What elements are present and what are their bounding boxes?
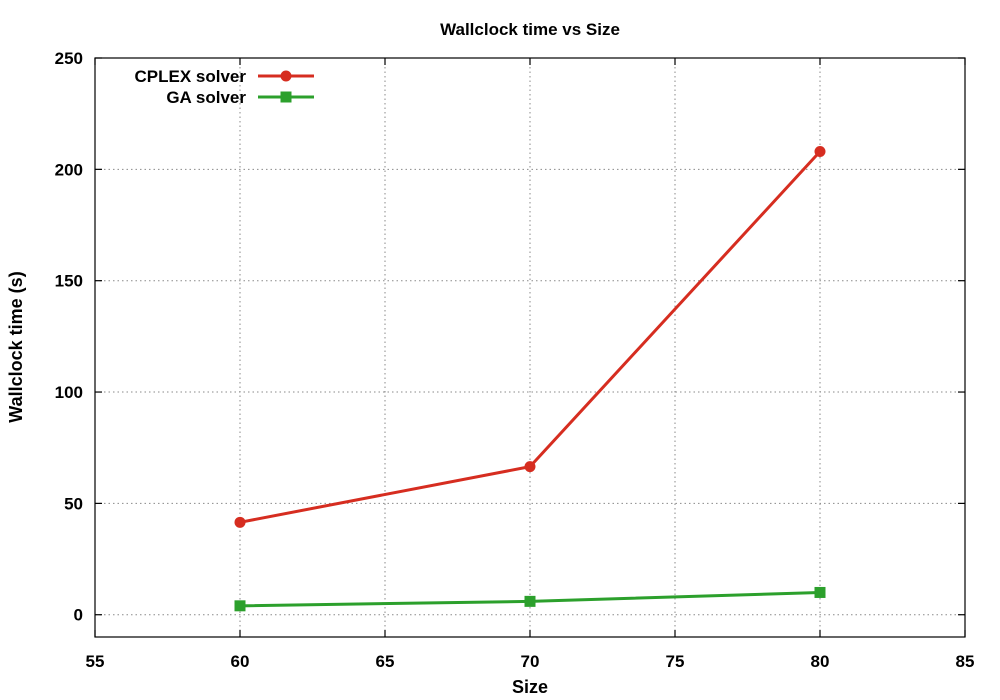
chart-title: Wallclock time vs Size [440,20,620,39]
data-point [814,586,826,598]
x-tick-label: 80 [811,652,830,671]
x-tick-label: 65 [376,652,395,671]
y-axis-label: Wallclock time (s) [6,271,26,422]
data-point [234,600,246,612]
legend-marker [280,70,292,82]
legend-marker [280,91,292,103]
y-tick-label: 0 [74,606,83,625]
data-point [524,595,536,607]
x-tick-label: 55 [86,652,105,671]
x-axis-label: Size [512,677,548,697]
series-0 [234,146,826,528]
grid-lines [95,58,965,637]
x-tick-label: 70 [521,652,540,671]
x-axis-ticks: 55 60 65 70 75 80 85 [86,58,975,671]
y-tick-label: 250 [55,49,83,68]
data-point [524,461,536,473]
y-tick-label: 50 [64,494,83,513]
data-point [814,146,826,158]
x-tick-label: 85 [956,652,975,671]
series-1 [234,586,826,612]
data-series [234,146,826,612]
y-axis-ticks: 0 50 100 150 200 250 [55,49,965,625]
y-tick-label: 200 [55,160,83,179]
x-tick-label: 75 [666,652,685,671]
y-tick-label: 100 [55,383,83,402]
x-tick-label: 60 [231,652,250,671]
legend: CPLEX solver GA solver [135,67,314,107]
legend-label: CPLEX solver [135,67,247,86]
data-point [234,516,246,528]
y-tick-label: 150 [55,272,83,291]
legend-label: GA solver [166,88,246,107]
